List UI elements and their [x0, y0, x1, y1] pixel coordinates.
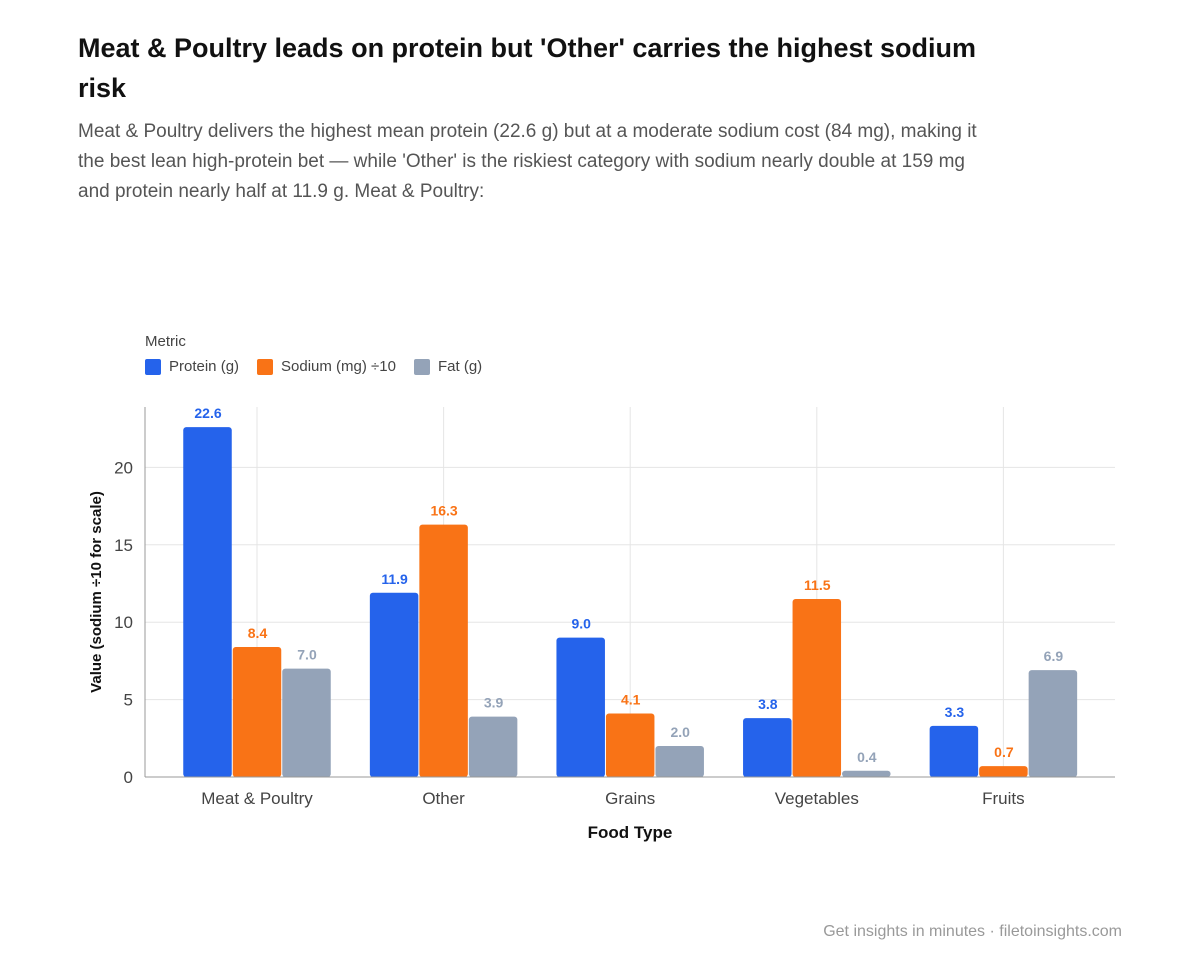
x-tick-label: Grains: [605, 789, 655, 808]
data-label: 8.4: [248, 625, 268, 641]
legend-item-protein[interactable]: Protein (g): [145, 358, 239, 375]
x-tick-label: Vegetables: [775, 789, 859, 808]
y-tick-label: 20: [114, 458, 133, 477]
data-label: 3.8: [758, 696, 778, 712]
x-axis-title: Food Type: [588, 823, 673, 842]
y-tick-label: 0: [124, 768, 133, 787]
y-tick-label: 5: [124, 691, 133, 710]
y-tick-label: 10: [114, 613, 133, 632]
bar: [369, 592, 419, 777]
legend-label: Fat (g): [437, 358, 483, 375]
bar: [929, 725, 979, 777]
legend-item-fat[interactable]: Fat (g): [413, 358, 483, 375]
x-tick-label: Other: [422, 789, 465, 808]
bar: [979, 766, 1028, 777]
y-tick-label: 15: [114, 536, 133, 555]
x-tick-label: Fruits: [982, 789, 1025, 808]
bar: [183, 427, 232, 777]
chart-subtitle: Meat & Poultry delivers the highest mean…: [78, 121, 977, 202]
bar: [743, 718, 792, 777]
bar: [232, 646, 282, 777]
data-label: 2.0: [670, 724, 690, 740]
legend-swatch: [145, 358, 161, 375]
data-label: 7.0: [297, 647, 317, 663]
data-label: 0.4: [857, 749, 877, 765]
data-label: 6.9: [1044, 648, 1064, 664]
chart-title: Meat & Poultry leads on protein but 'Oth…: [78, 33, 976, 103]
bar: [1028, 670, 1078, 777]
data-label: 11.5: [804, 577, 831, 593]
legend-swatch: [413, 358, 430, 375]
bar: [556, 637, 605, 777]
legend-label: Sodium (mg) ÷10: [281, 358, 396, 375]
bar: [842, 770, 891, 777]
data-label: 9.0: [571, 616, 591, 632]
footer-credit[interactable]: Get insights in minutes · filetoinsights…: [823, 923, 1122, 940]
data-label: 16.3: [430, 503, 457, 519]
legend-title: Metric: [145, 333, 186, 350]
y-axis-title: Value (sodium ÷10 for scale): [88, 491, 105, 693]
data-label: 4.1: [621, 692, 641, 708]
legend: Protein (g) Sodium (mg) ÷10 Fat (g): [145, 358, 482, 375]
data-label: 3.3: [945, 704, 965, 720]
data-label: 0.7: [994, 744, 1014, 760]
data-label: 22.6: [194, 405, 221, 421]
bar: [655, 746, 704, 777]
bar: [468, 716, 518, 777]
bar: [282, 668, 331, 777]
bar: [792, 598, 842, 777]
data-label: 3.9: [484, 695, 504, 711]
x-tick-label: Meat & Poultry: [201, 789, 313, 808]
bar: [605, 713, 655, 777]
legend-item-sodium[interactable]: Sodium (mg) ÷10: [257, 358, 396, 375]
bar: [419, 524, 468, 777]
legend-swatch: [257, 358, 274, 375]
legend-label: Protein (g): [169, 358, 240, 375]
data-label: 11.9: [381, 571, 408, 587]
